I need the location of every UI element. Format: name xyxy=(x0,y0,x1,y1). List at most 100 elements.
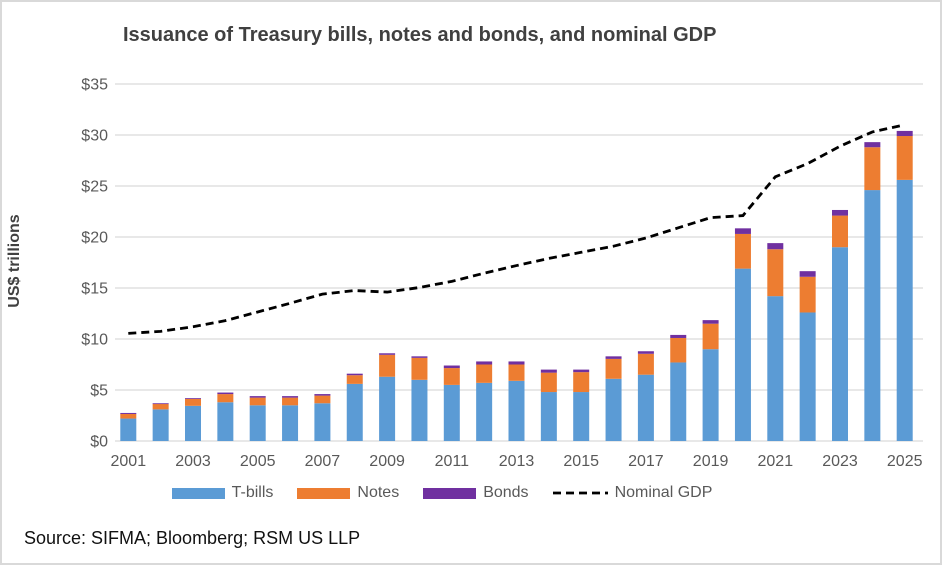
legend-item-bonds: Bonds xyxy=(423,484,529,502)
legend-label-bonds: Bonds xyxy=(483,484,529,501)
x-tick-label: 2007 xyxy=(305,453,341,470)
bar-segment xyxy=(152,403,169,410)
bar-segment xyxy=(832,215,848,248)
legend-item-tbills: T-bills xyxy=(171,484,274,502)
x-tick-label: 2025 xyxy=(887,453,923,470)
bar-segment xyxy=(605,356,622,359)
legend: T-bills Notes Bonds Nominal GDP xyxy=(2,484,882,502)
bar-segment xyxy=(282,397,299,406)
bar-segment xyxy=(540,372,557,393)
bar-segment xyxy=(249,396,266,398)
bar-segment xyxy=(540,392,557,441)
bar-segment xyxy=(702,349,719,441)
bar-segment xyxy=(573,372,590,393)
y-tick-label: $25 xyxy=(81,179,108,196)
nominal-gdp-line xyxy=(128,123,906,335)
legend-label-nominal-gdp: Nominal GDP xyxy=(614,484,713,501)
bar-segment xyxy=(734,233,751,269)
bar-segment xyxy=(346,375,363,384)
bar-segment xyxy=(314,403,331,441)
y-tick-label: $20 xyxy=(81,230,108,247)
y-tick-label: $5 xyxy=(90,383,108,400)
bar-segment xyxy=(282,405,299,441)
bar-segment xyxy=(573,392,590,441)
bar-segment xyxy=(799,276,816,313)
bar-segment xyxy=(832,209,848,216)
bars-bonds xyxy=(120,130,913,414)
bonds-swatch-icon xyxy=(423,487,477,499)
x-tick-label: 2019 xyxy=(693,453,729,470)
bar-segment xyxy=(443,368,460,385)
bar-segment xyxy=(152,409,169,441)
x-tick-labels: 2001 2003 2005 2007 2009 2011 2013 2015 2017 2019… xyxy=(111,453,923,470)
bar-segment xyxy=(379,376,396,441)
legend-label-tbills: T-bills xyxy=(231,484,274,501)
bar-segment xyxy=(508,361,525,365)
bar-segment xyxy=(799,271,816,277)
legend-item-notes: Notes xyxy=(297,484,399,502)
bar-segment xyxy=(443,365,460,369)
bar-segment xyxy=(605,358,622,379)
bar-segment xyxy=(152,403,169,405)
bar-segment xyxy=(185,398,201,406)
bar-segment xyxy=(832,247,848,441)
y-tick-labels: $0 $5 $10 $15 $20 $25 $30 $35 xyxy=(81,77,108,451)
notes-swatch-icon xyxy=(297,487,351,499)
bar-segment xyxy=(767,296,784,441)
x-tick-label: 2015 xyxy=(563,453,599,470)
bar-segment xyxy=(217,394,234,403)
bar-segment xyxy=(670,362,687,441)
bar-segment xyxy=(864,147,881,191)
x-tick-label: 2001 xyxy=(111,453,147,470)
y-tick-label: $0 xyxy=(90,434,108,451)
chart-title: Issuance of Treasury bills, notes and bo… xyxy=(123,24,717,46)
x-tick-label: 2013 xyxy=(499,453,535,470)
bar-segment xyxy=(411,379,428,441)
bar-segment xyxy=(864,190,881,441)
x-tick-label: 2023 xyxy=(822,453,858,470)
bar-segment xyxy=(540,369,557,373)
bar-segment xyxy=(508,364,525,381)
bar-segment xyxy=(864,142,881,148)
bar-segment xyxy=(670,334,687,338)
bar-segment xyxy=(249,397,266,406)
bar-segment xyxy=(508,380,525,441)
nominal-gdp-line-swatch-icon xyxy=(552,491,608,495)
source-text: Source: SIFMA; Bloomberg; RSM US LLP xyxy=(24,528,361,548)
bar-segment xyxy=(346,373,363,376)
bar-segment xyxy=(379,354,396,377)
bar-segment xyxy=(120,412,137,414)
legend-item-nominal-gdp: Nominal GDP xyxy=(552,484,713,502)
bar-segment xyxy=(443,384,460,441)
bar-segment xyxy=(702,323,719,350)
bar-segment xyxy=(217,392,234,395)
y-tick-label: $15 xyxy=(81,281,108,298)
bar-segment xyxy=(379,353,396,355)
bar-segment xyxy=(282,396,299,398)
bar-segment xyxy=(637,351,654,354)
x-tick-label: 2003 xyxy=(175,453,211,470)
bar-segment xyxy=(896,130,913,137)
bar-segment xyxy=(314,394,331,396)
bar-segment xyxy=(411,357,428,380)
bar-segment xyxy=(249,405,266,441)
x-tick-label: 2017 xyxy=(628,453,664,470)
bar-segment xyxy=(637,353,654,375)
bar-segment xyxy=(217,402,234,441)
bar-segment xyxy=(896,136,913,180)
x-tick-label: 2021 xyxy=(758,453,794,470)
bar-segment xyxy=(314,395,331,404)
tbills-swatch-icon xyxy=(171,487,225,499)
x-tick-label: 2011 xyxy=(435,453,470,470)
bar-segment xyxy=(120,413,137,419)
bar-segment xyxy=(346,383,363,441)
bar-segment xyxy=(185,398,201,399)
x-tick-label: 2009 xyxy=(369,453,405,470)
bar-segment xyxy=(767,249,784,297)
legend-label-notes: Notes xyxy=(357,484,400,501)
y-tick-label: $30 xyxy=(81,128,108,145)
bar-segment xyxy=(702,320,719,324)
bar-segment xyxy=(411,356,428,358)
bar-segment xyxy=(896,179,913,441)
